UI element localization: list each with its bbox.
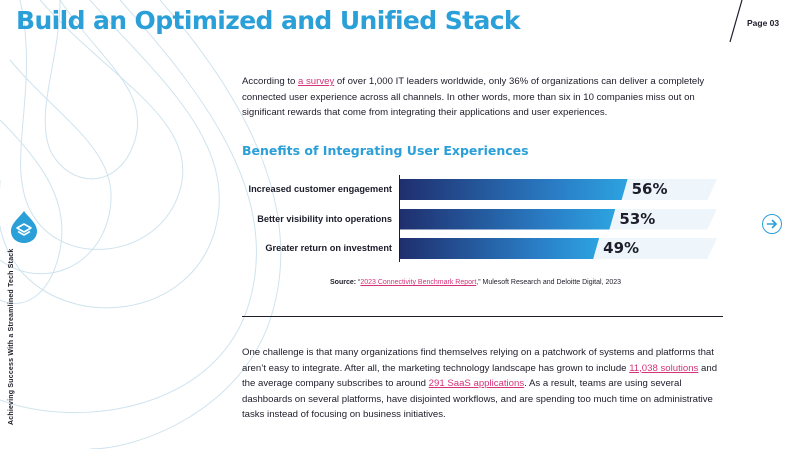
- source-label: Source:: [330, 279, 357, 286]
- saas-applications-link[interactable]: 291 SaaS applications: [428, 378, 525, 389]
- outro-paragraph: One challenge is that many organizations…: [242, 345, 722, 423]
- solutions-link[interactable]: 11,038 solutions: [629, 362, 699, 374]
- next-page-button[interactable]: [762, 214, 782, 234]
- drupal-drop-layers-icon: [10, 210, 38, 244]
- bar-value-label: 56%: [631, 180, 668, 198]
- bar: [400, 179, 628, 200]
- bar-label: Increased customer engagement: [248, 184, 392, 194]
- survey-link[interactable]: a survey: [298, 76, 335, 87]
- bar-value-label: 49%: [603, 239, 640, 257]
- bar: [400, 238, 599, 259]
- intro-paragraph: According to a survey of over 1,000 IT l…: [242, 74, 722, 121]
- section-divider: [242, 316, 723, 317]
- benefits-bar-chart: Increased customer engagement 56% Better v…: [230, 170, 730, 270]
- source-rest: ,” Mulesoft Research and Deloitte Digita…: [476, 279, 622, 286]
- bar-label: Greater return on investment: [265, 243, 392, 253]
- page-number: Page 03: [747, 18, 780, 28]
- chart-axis-line: [399, 175, 400, 262]
- source-citation: Source: “2023 Connectivity Benchmark Rep…: [330, 279, 621, 286]
- section-heading: Benefits of Integrating User Experiences: [242, 143, 529, 158]
- bar-label: Better visibility into operations: [257, 213, 392, 224]
- outro-text-2: and the average company subscribes to ar…: [242, 362, 718, 390]
- intro-text-start: According to: [242, 76, 298, 87]
- bar-value-label: 53%: [619, 209, 656, 228]
- page-title: Build an Optimized and Unified Stack: [16, 6, 521, 35]
- outro-text-3: . As a result, teams are using several d…: [242, 378, 713, 420]
- benchmark-report-link[interactable]: 2023 Connectivity Benchmark Report: [360, 279, 477, 286]
- outro-text-1: One challenge is that many organizations…: [242, 347, 714, 374]
- source-quote: “: [356, 279, 361, 286]
- arrow-right-circle-icon: [766, 219, 777, 229]
- intro-text-end: of over 1,000 IT leaders worldwide, only…: [242, 76, 705, 118]
- bar: [400, 209, 615, 230]
- vertical-document-title: Achieving Success With a Streamlined Tec…: [8, 248, 15, 426]
